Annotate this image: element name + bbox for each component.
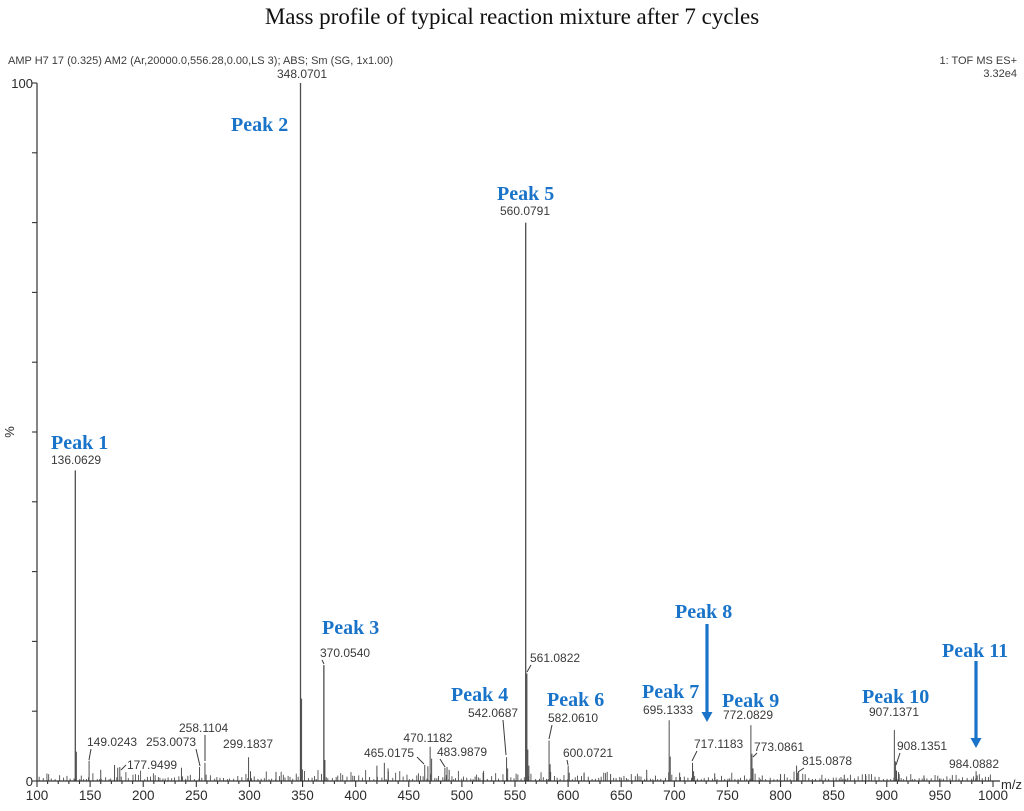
peak-callout-label: Peak 4	[451, 684, 508, 706]
peak-value-label: 582.0610	[548, 711, 598, 725]
peak-value-label: 258.1104	[179, 721, 228, 735]
peak-callout-label: Peak 10	[862, 686, 929, 708]
peak-label-leader	[895, 752, 901, 766]
peak-value-label: 717.1183	[694, 737, 743, 751]
peak-value-label: 136.0629	[51, 453, 101, 467]
peak-value-label: 695.1333	[643, 703, 693, 717]
peak-value-label: 984.0882	[949, 757, 999, 771]
x-tick-label: 600	[557, 788, 580, 803]
peak-value-label: 149.0243	[87, 735, 137, 749]
y-axis-min-label: 0	[26, 774, 33, 789]
x-tick-label: 200	[132, 788, 155, 803]
peak-label-leader	[88, 748, 92, 761]
peak-value-label: 600.0721	[563, 746, 613, 760]
peak-callouts: Peak 1 Peak 2 Peak 3 Peak 4 Peak 5 Peak 6 Peak…	[51, 114, 1008, 748]
x-tick-label: 300	[238, 788, 261, 803]
peak-label-leader	[691, 750, 698, 762]
peak-label-leader	[416, 756, 425, 765]
peak-callout-label: Peak 6	[547, 689, 604, 711]
peak-callout-label: Peak 2	[231, 114, 288, 136]
peak-value-label: 560.0791	[500, 204, 550, 218]
chart-title: Mass profile of typical reaction mixture…	[264, 4, 760, 29]
minor-peaks	[75, 698, 978, 781]
peak-value-label: 370.0540	[320, 646, 370, 660]
acquisition-info-text: AMP H7 17 (0.325) AM2 (Ar,20000.0,556.28…	[8, 55, 394, 67]
peak-value-label: 772.0829	[723, 708, 773, 722]
peak-label-leader	[752, 752, 758, 758]
labeled-peaks: 136.0629 149.0243 177.9499 253.0073258.1104…	[51, 67, 999, 781]
peak-value-label: 177.9499	[127, 758, 177, 772]
x-tick-label: 550	[504, 788, 527, 803]
peak-callout-arrowhead-icon	[701, 712, 713, 722]
peak-value-label: 908.1351	[897, 739, 947, 753]
peak-label-leader	[439, 758, 446, 768]
peak-callout-label: Peak 11	[942, 640, 1008, 662]
peak-callout-label: Peak 1	[51, 432, 108, 454]
axes: 100 150 200 250 300 350 400 450 500 550 600 650 700 7…	[2, 76, 1022, 803]
peak-callout-label: Peak 5	[497, 183, 554, 205]
x-tick-label: 750	[716, 788, 739, 803]
x-tick-label: 650	[610, 788, 633, 803]
x-tick-label: 900	[876, 788, 899, 803]
peak-value-label: 773.0861	[754, 740, 804, 754]
peak-label-leader	[797, 767, 805, 773]
peak-label-leader	[548, 724, 553, 740]
x-tick-label: 950	[929, 788, 952, 803]
peak-value-label: 542.0687	[468, 706, 518, 720]
x-tick-label: 150	[79, 788, 102, 803]
peak-value-label: 907.1371	[869, 705, 919, 719]
intensity-scale-text: 3.32e4	[983, 68, 1017, 80]
x-tick-label: 1000	[978, 788, 1008, 803]
peak-label-leader	[566, 759, 569, 766]
peak-label-leader	[526, 664, 532, 673]
x-tick-label: 700	[663, 788, 686, 803]
peak-callout-label: Peak 9	[722, 690, 779, 712]
peak-value-label: 561.0822	[530, 651, 580, 665]
x-tick-label: 350	[291, 788, 314, 803]
peak-value-label: 483.9879	[437, 745, 487, 759]
instrument-mode-block: 1: TOF MS ES+ 3.32e4	[939, 55, 1017, 81]
y-axis-max-label: 100	[11, 76, 33, 91]
peak-callout-label: Peak 3	[322, 617, 379, 639]
peak-label-leader	[195, 748, 201, 767]
peak-callout-label: Peak 7	[642, 681, 699, 703]
peak-value-label: 465.0175	[364, 746, 414, 760]
x-tick-label: 500	[451, 788, 474, 803]
peak-value-label: 299.1837	[223, 737, 273, 751]
x-axis-unit-label: m/z	[1001, 777, 1022, 792]
x-tick-label: 250	[185, 788, 208, 803]
peak-callout-arrowhead-icon	[970, 738, 982, 748]
peak-value-label: 815.0878	[802, 754, 852, 768]
x-tick-label: 400	[344, 788, 367, 803]
peak-callout-label: Peak 8	[675, 601, 732, 623]
peak-value-label: 253.0073	[146, 735, 196, 749]
x-tick-label: 850	[822, 788, 845, 803]
peak-value-label: 348.0701	[277, 67, 327, 81]
x-tick-label: 450	[398, 788, 421, 803]
peak-label-leader	[321, 659, 325, 665]
peak-label-leader	[502, 719, 507, 756]
peak-label-leader	[120, 764, 127, 771]
x-tick-label: 100	[26, 788, 49, 803]
instrument-mode-text: 1: TOF MS ES+	[939, 55, 1017, 67]
x-tick-label: 800	[769, 788, 792, 803]
peak-value-label: 470.1182	[403, 731, 452, 745]
y-axis-unit-label: %	[2, 426, 17, 438]
